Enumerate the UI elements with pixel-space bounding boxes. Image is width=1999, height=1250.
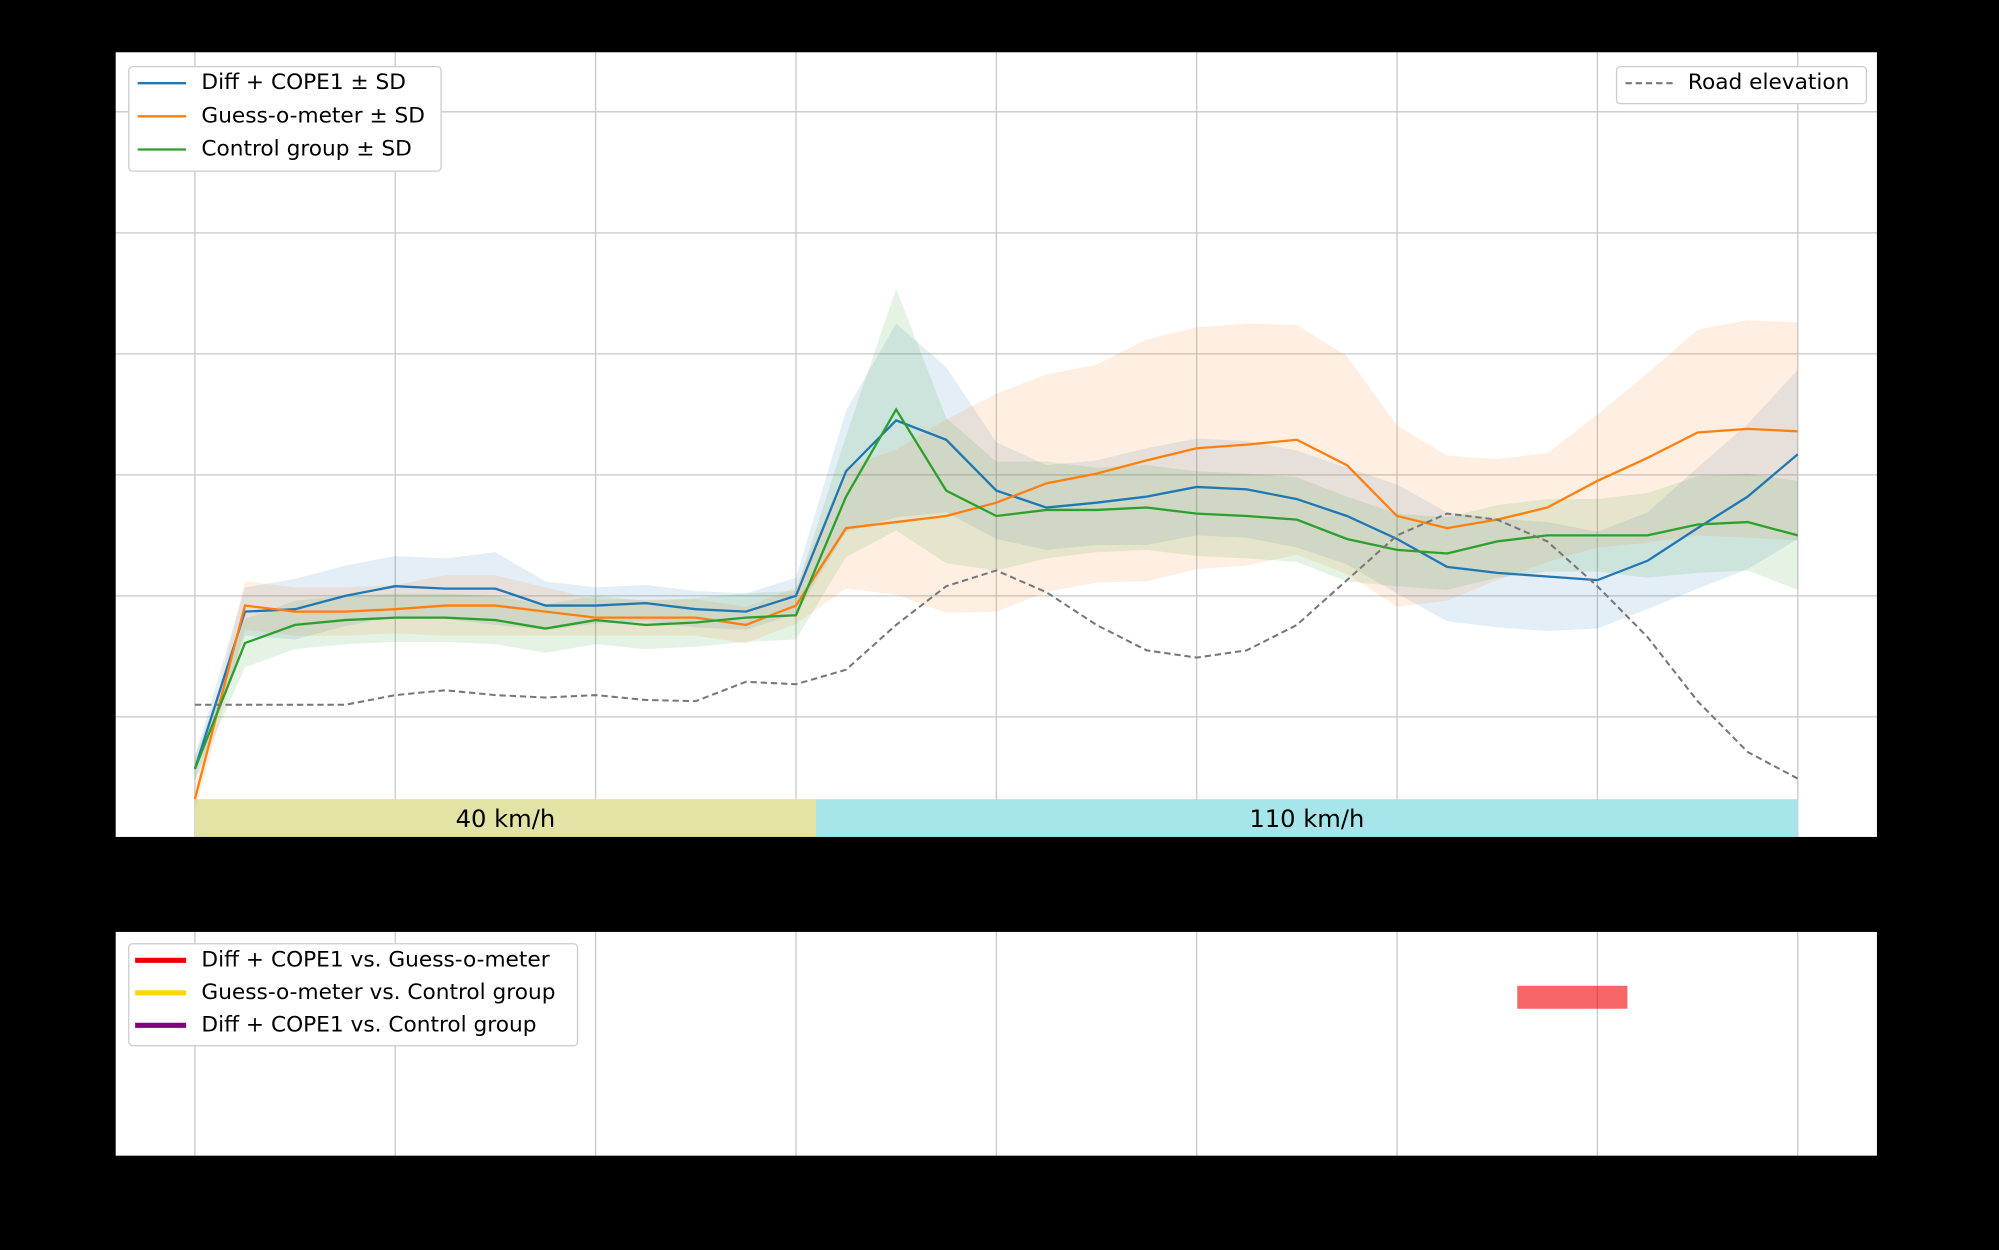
legend-label: Road elevation — [1688, 70, 1849, 95]
speed-zone-label: 40 km/h — [456, 805, 556, 833]
sd-band — [194, 323, 1798, 782]
legend-box — [1615, 65, 1868, 105]
legend-label: Diff + COPE1 vs. Guess-o-meter — [201, 947, 549, 972]
speed-zone-label: 110 km/h — [1249, 805, 1364, 833]
plot-frame — [113, 930, 1879, 1158]
speed-zone — [815, 799, 1798, 838]
legend-label: Guess-o-meter ± SD — [201, 103, 425, 128]
sd-band — [194, 288, 1798, 782]
elevation-line — [194, 512, 1799, 780]
legend-label: Control group ± SD — [201, 136, 411, 161]
legend-label: Guess-o-meter vs. Control group — [201, 980, 555, 1005]
legend-box — [128, 65, 442, 172]
legend-label: Diff + COPE1 ± SD — [201, 70, 406, 95]
series-line — [193, 419, 1799, 770]
legend-label: Diff + COPE1 vs. Control group — [201, 1012, 536, 1037]
sd-band — [194, 319, 1798, 812]
series-line — [193, 427, 1798, 800]
plot-frame — [113, 50, 1879, 839]
speed-zone — [194, 799, 816, 838]
legend-box — [128, 943, 579, 1047]
series-line — [193, 407, 1799, 770]
significance-interval — [1517, 985, 1628, 1009]
